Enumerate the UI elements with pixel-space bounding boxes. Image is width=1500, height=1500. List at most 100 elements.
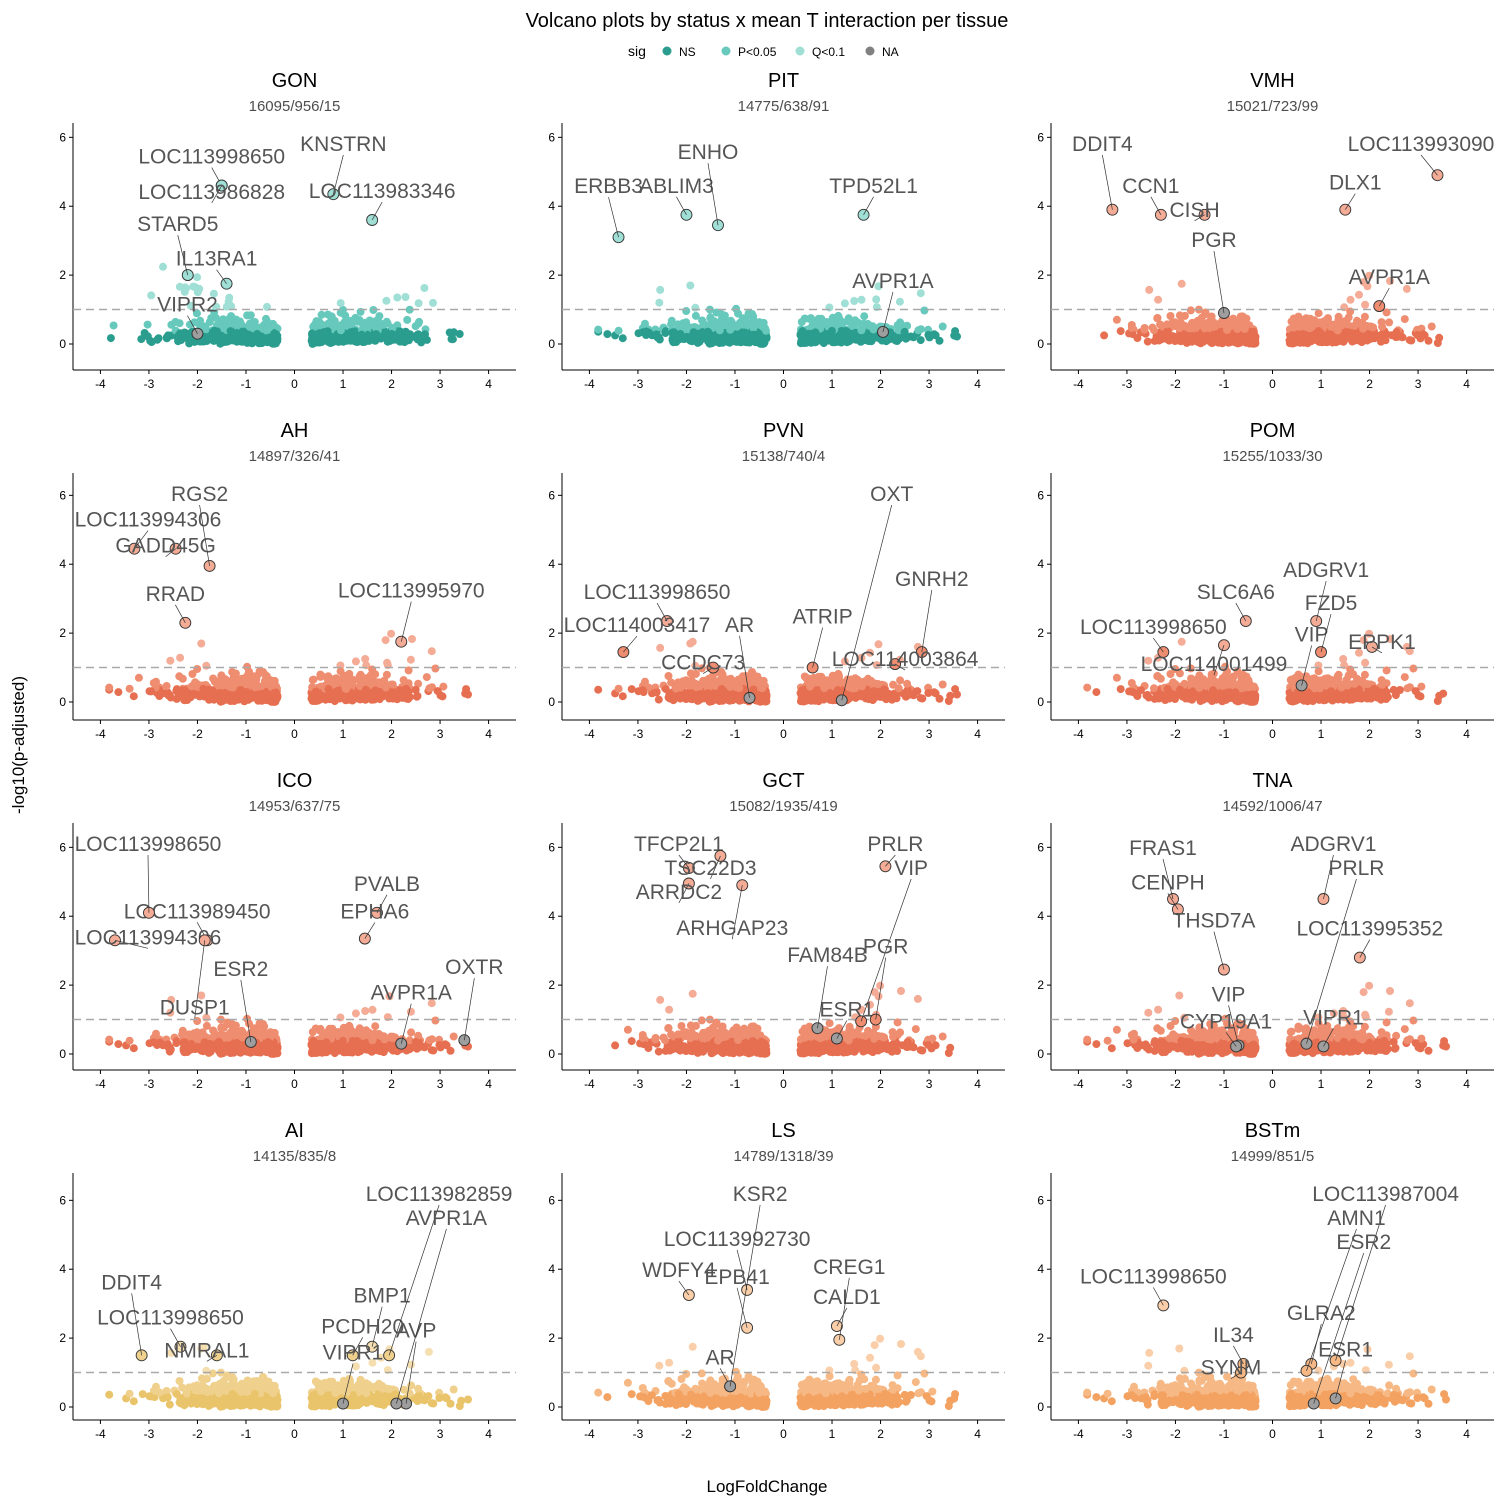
gene-point xyxy=(226,694,235,703)
gene-point xyxy=(1382,330,1391,339)
y-tick-label: 0 xyxy=(1037,337,1044,351)
gene-point xyxy=(403,315,412,324)
gene-point xyxy=(143,320,152,329)
panel-subtitle: 14775/638/91 xyxy=(738,98,830,115)
gene-point xyxy=(1127,324,1136,332)
gene-point xyxy=(235,688,244,697)
gene-point xyxy=(799,692,807,701)
gene-point xyxy=(349,695,358,704)
gene-point xyxy=(1344,328,1353,337)
gene-point xyxy=(901,692,910,701)
gene-point xyxy=(756,697,765,706)
gene-point xyxy=(214,677,223,686)
gene-point xyxy=(667,316,676,325)
gene-point xyxy=(837,317,846,326)
gene-point xyxy=(316,670,325,679)
gene-point xyxy=(147,338,156,346)
gene-label: TPD52L1 xyxy=(829,175,918,198)
gene-point xyxy=(893,337,902,345)
y-tick-label: 2 xyxy=(59,268,66,282)
gene-point xyxy=(1180,311,1189,320)
gene-point xyxy=(901,334,910,343)
x-tick-label: 1 xyxy=(829,377,836,391)
gene-point xyxy=(1363,330,1372,339)
gene-point xyxy=(231,319,240,328)
gene-point xyxy=(193,273,202,282)
y-tick-label: 2 xyxy=(1037,268,1044,282)
gene-point xyxy=(231,669,240,678)
label-connector xyxy=(1420,154,1438,176)
gene-point xyxy=(1186,306,1195,315)
gene-point xyxy=(429,298,437,307)
y-tick-label: 6 xyxy=(548,130,555,144)
gene-point xyxy=(401,293,410,301)
gene-point xyxy=(1326,334,1334,343)
x-tick-label: -2 xyxy=(192,377,203,391)
gene-point xyxy=(1116,327,1125,336)
gene-point xyxy=(213,329,222,338)
gene-point xyxy=(125,684,134,693)
x-tick-label: -3 xyxy=(1122,727,1133,741)
gene-point xyxy=(182,284,191,293)
gene-point xyxy=(711,695,720,704)
gene-label: LOC113995970 xyxy=(338,580,485,603)
x-tick-label: 2 xyxy=(388,727,395,741)
gene-label: LOC113983346 xyxy=(309,180,456,203)
panel-subtitle: 15255/1033/30 xyxy=(1222,448,1322,465)
gene-point xyxy=(1223,326,1231,334)
gene-point xyxy=(246,337,255,346)
gene-label: LOC113994306 xyxy=(75,509,222,532)
gene-point xyxy=(916,694,925,703)
gene-point xyxy=(1288,331,1297,340)
gene-point xyxy=(216,339,225,348)
legend-key-1 xyxy=(721,46,731,56)
gene-point xyxy=(1398,333,1407,342)
x-tick-label: 4 xyxy=(485,727,492,741)
y-tick-label: 4 xyxy=(548,199,555,213)
gene-point xyxy=(806,314,815,323)
legend-label-1: P<0.05 xyxy=(738,45,777,59)
gene-point xyxy=(820,684,829,693)
x-tick-label: 0 xyxy=(1269,727,1276,741)
gene-point xyxy=(368,332,377,341)
gene-point xyxy=(1177,279,1186,288)
gene-point xyxy=(390,335,398,344)
gene-point xyxy=(723,675,732,684)
gene-point xyxy=(234,695,243,704)
gene-label: LOC113993090 xyxy=(1348,133,1495,156)
y-tick-label: 4 xyxy=(548,557,555,571)
gene-point xyxy=(241,330,250,339)
x-tick-label: 3 xyxy=(437,377,444,391)
gene-point xyxy=(827,326,836,335)
gene-point xyxy=(1156,320,1165,329)
gene-point xyxy=(900,327,909,336)
gene-label: GADD45G xyxy=(115,535,215,558)
gene-point xyxy=(317,310,326,319)
gene-point xyxy=(603,330,612,339)
gene-point xyxy=(114,688,123,697)
y-tick-label: 0 xyxy=(548,337,555,351)
gene-point xyxy=(164,331,173,340)
gene-point xyxy=(425,684,434,693)
gene-label: LOC113998650 xyxy=(138,146,285,169)
gene-point xyxy=(805,333,814,342)
gene-point xyxy=(850,297,859,305)
gene-point xyxy=(455,330,464,338)
gene-point xyxy=(400,688,409,697)
gene-point xyxy=(860,312,869,321)
gene-point xyxy=(858,682,866,691)
x-tick-label: -4 xyxy=(95,727,106,741)
gene-point xyxy=(1314,309,1323,318)
x-tick-label: 1 xyxy=(340,377,347,391)
legend-key-0 xyxy=(662,46,672,56)
gene-point xyxy=(385,694,394,703)
gene-point xyxy=(187,682,196,691)
gene-point xyxy=(855,691,864,700)
gene-point xyxy=(267,679,276,688)
gene-point xyxy=(337,333,346,342)
x-tick-label: -4 xyxy=(1073,727,1084,741)
gene-label: DLX1 xyxy=(1329,172,1382,195)
gene-point xyxy=(1100,331,1109,340)
gene-point xyxy=(1227,337,1236,346)
gene-point xyxy=(1403,684,1412,693)
